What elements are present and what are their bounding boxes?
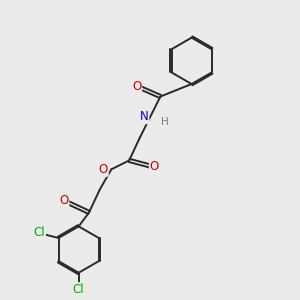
Text: O: O [150,160,159,173]
Text: H: H [161,117,169,127]
Text: Cl: Cl [34,226,45,239]
Text: O: O [98,163,108,176]
Text: N: N [140,110,148,123]
Text: O: O [132,80,141,93]
Text: O: O [59,194,68,207]
Text: Cl: Cl [73,283,85,296]
